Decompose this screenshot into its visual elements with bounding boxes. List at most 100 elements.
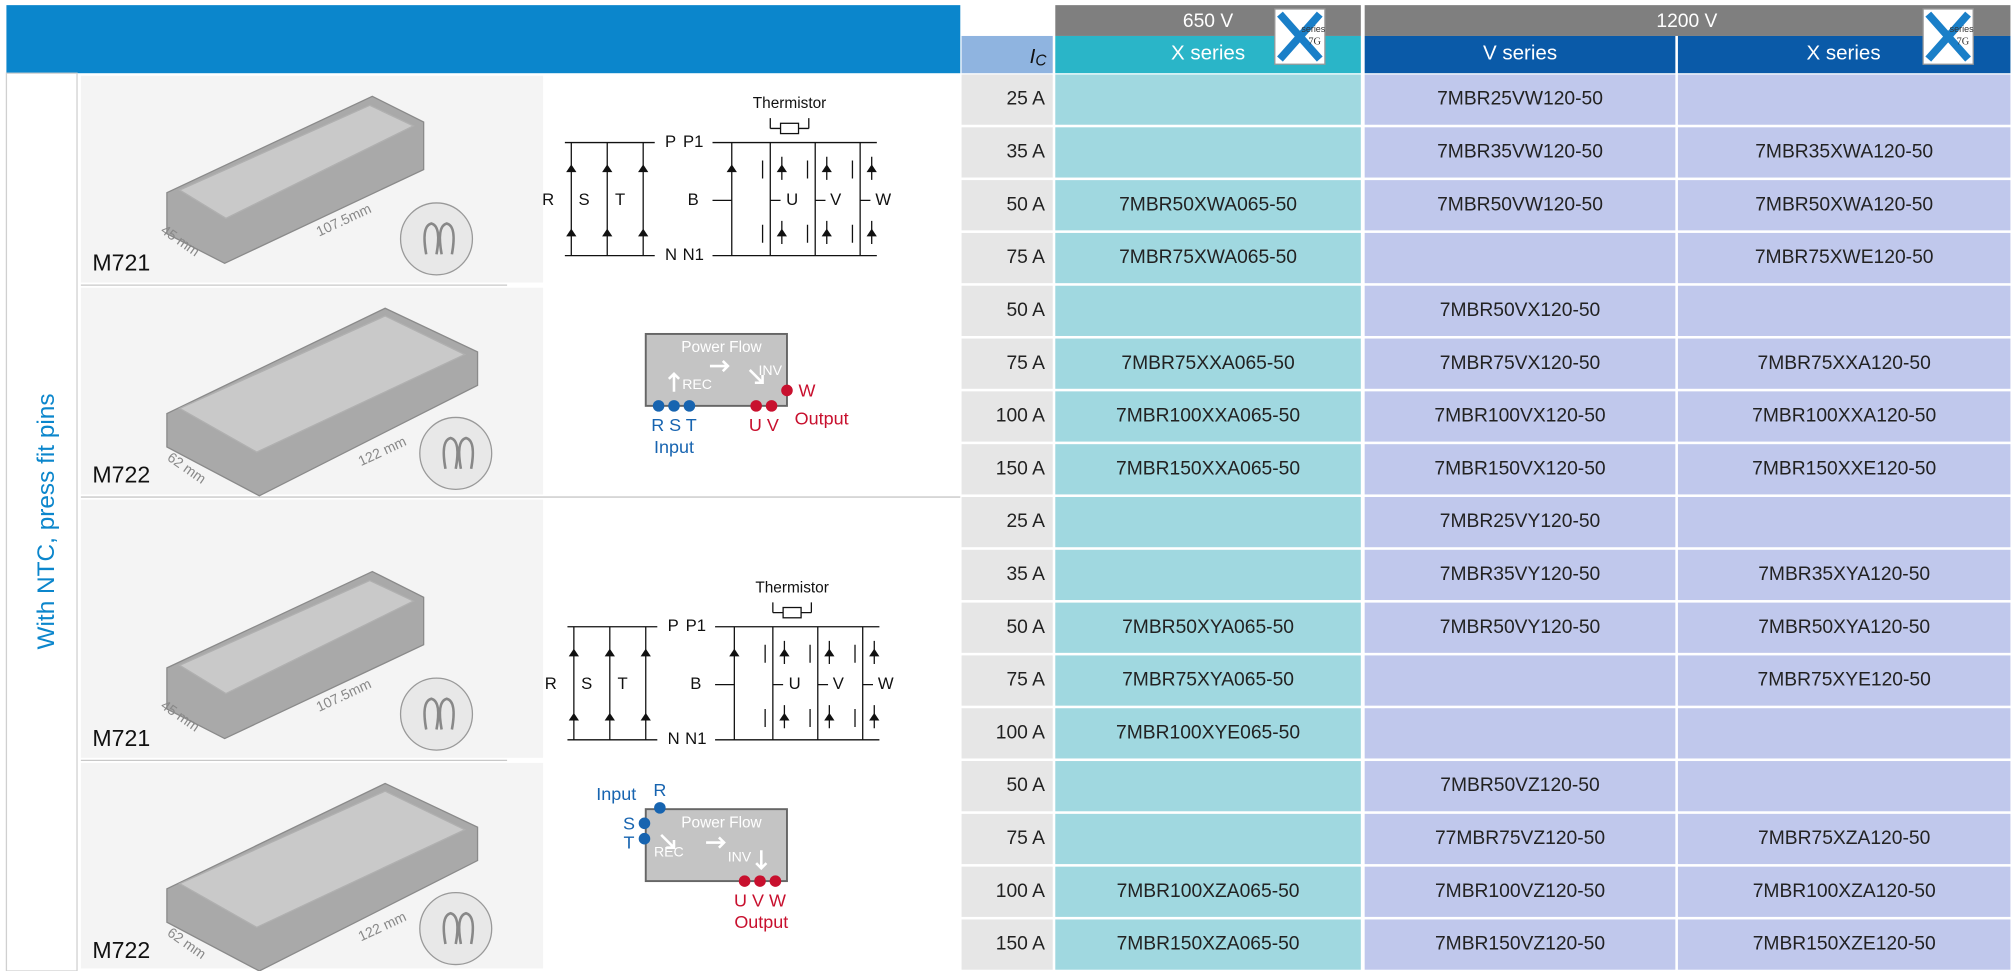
pins — [442, 911, 475, 945]
terminal-label: W — [878, 674, 894, 693]
circuit-line — [806, 142, 826, 256]
table-cell — [1055, 549, 1361, 601]
terminal-label: P1 — [686, 616, 706, 635]
part-number: 7MBR50VW120-50 — [1437, 194, 1603, 215]
pin-dot — [638, 832, 651, 845]
diode — [566, 164, 577, 237]
module-top — [178, 315, 467, 453]
series-name: X series — [1806, 41, 1880, 64]
table-cell — [961, 813, 1053, 865]
ic-label: IC — [1030, 45, 1048, 69]
table-cell — [1677, 338, 2011, 389]
pin-dot — [765, 400, 778, 412]
badge-generation: 7G — [1957, 37, 1970, 48]
part-number: 7MBR75XZA120-50 — [1758, 828, 1930, 849]
part-number: 7MBR75XXA120-50 — [1758, 353, 1931, 374]
side-label: With NTC, press fit pins — [33, 393, 60, 649]
current-rating: 35 A — [1006, 564, 1045, 585]
inv-label: INV — [759, 362, 783, 378]
table-cell — [1364, 444, 1676, 495]
part-number: 7MBR35VW120-50 — [1437, 142, 1603, 163]
rec-label: REC — [654, 844, 684, 860]
circuit-line — [567, 626, 880, 741]
part-number: 7MBR50VZ120-50 — [1440, 775, 1599, 796]
current-rating: 50 A — [1006, 194, 1045, 215]
table-cell — [1055, 708, 1361, 759]
diode — [568, 648, 579, 721]
part-number: 7MBR50XWA065-50 — [1119, 194, 1297, 215]
current-rating: 100 A — [996, 722, 1045, 743]
diode — [729, 648, 740, 657]
table-cell — [1364, 708, 1676, 759]
ic-symbol: I — [1030, 45, 1036, 68]
table-cell — [1677, 285, 2011, 336]
badge-word: series — [1950, 24, 1974, 34]
current-rating: 150 A — [996, 458, 1045, 479]
flow-arrow — [667, 360, 764, 392]
part-number: 7MBR100XZA120-50 — [1753, 881, 1936, 902]
circuit-line — [772, 602, 813, 614]
table-cell — [961, 761, 1053, 812]
table-cell — [1677, 127, 2011, 178]
terminal-label: S — [581, 674, 592, 693]
current-rating: 75 A — [1006, 828, 1045, 849]
header-band — [6, 5, 961, 74]
ic-header — [961, 35, 1053, 74]
terminal-label: N — [665, 245, 677, 264]
part-number: 7MBR100XZA065-50 — [1117, 881, 1300, 902]
pin-dot — [754, 875, 766, 887]
input-label: Input — [596, 784, 636, 804]
diode — [866, 164, 877, 237]
table-cell — [1364, 919, 1676, 970]
pin-dot — [750, 400, 762, 412]
terminal-label: P — [668, 616, 679, 635]
terminal-label: B — [690, 674, 701, 693]
part-number: 7MBR75XWA065-50 — [1119, 247, 1297, 268]
voltage-1200: 1200 V — [1656, 11, 1717, 32]
table-cell — [961, 919, 1053, 970]
table-cell — [1677, 761, 2011, 812]
part-number: 77MBR75VZ120-50 — [1435, 828, 1605, 849]
table-cell — [1055, 866, 1361, 917]
table-cell — [1677, 180, 2011, 231]
pin-dot — [668, 400, 680, 412]
output-label: Output — [795, 409, 849, 429]
table-cell — [1055, 74, 1361, 125]
current-rating: 50 A — [1006, 775, 1045, 796]
pin-inset — [399, 202, 474, 276]
diode — [821, 164, 832, 237]
terminal-label: W — [875, 190, 891, 209]
inv-label: INV — [728, 849, 752, 865]
part-number: 7MBR25VW120-50 — [1437, 89, 1603, 110]
part-number: 7MBR100VZ120-50 — [1435, 881, 1605, 902]
terminal-label: V — [830, 190, 842, 209]
circuit-diagram: P N R S T P1 B N1 U V W Thermistor — [542, 95, 891, 264]
pins — [423, 697, 455, 730]
pin-inset — [419, 892, 493, 966]
part-number: 7MBR50XYA120-50 — [1758, 617, 1930, 638]
package-name: M722 — [92, 937, 150, 963]
table-cell — [1055, 391, 1361, 442]
thermistor-label: Thermistor — [755, 579, 829, 596]
table-cell — [1677, 708, 2011, 759]
part-number: 7MBR75XWE120-50 — [1755, 247, 1934, 268]
current-rating: 50 A — [1006, 617, 1045, 638]
flow-title: Power Flow — [681, 339, 762, 356]
power-flow-box — [644, 332, 788, 407]
current-rating: 75 A — [1006, 353, 1045, 374]
table-cell — [961, 444, 1053, 495]
part-number: 7MBR50VX120-50 — [1440, 300, 1600, 321]
part-number: 7MBR150XXA065-50 — [1116, 458, 1300, 479]
pin-inset — [419, 416, 493, 490]
current-rating: 75 A — [1006, 670, 1045, 691]
table-cell — [1677, 74, 2011, 125]
input-pin: R — [653, 780, 666, 800]
table-cell — [1364, 338, 1676, 389]
thermistor — [779, 122, 800, 135]
part-number: 7MBR35XYA120-50 — [1758, 564, 1930, 585]
table-cell — [961, 549, 1053, 601]
